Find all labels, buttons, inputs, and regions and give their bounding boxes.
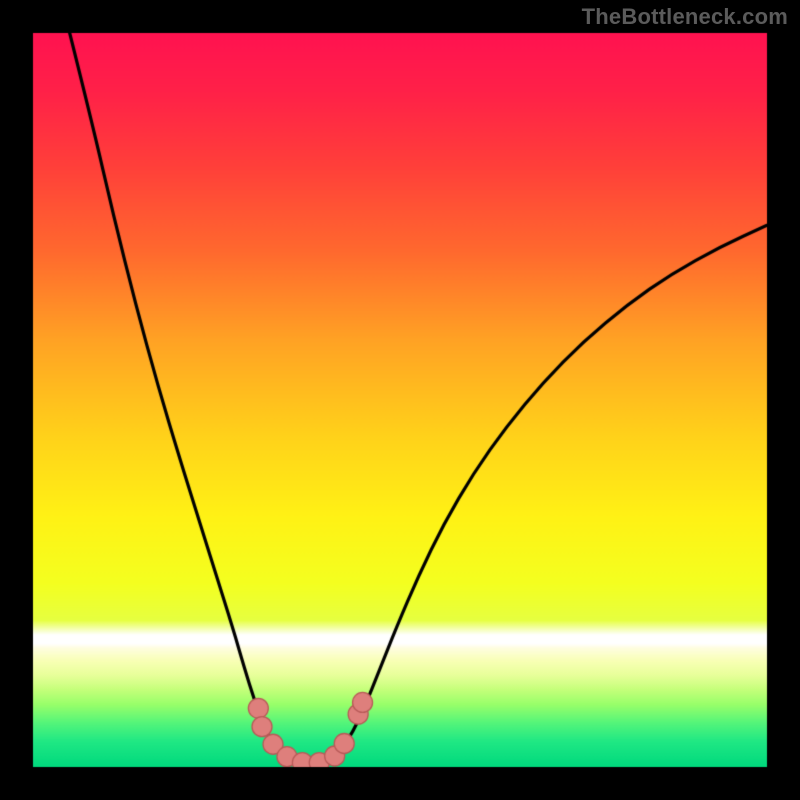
chart-stage: TheBottleneck.com [0,0,800,800]
bottleneck-curve-chart [0,0,800,800]
watermark-text: TheBottleneck.com [582,4,788,30]
